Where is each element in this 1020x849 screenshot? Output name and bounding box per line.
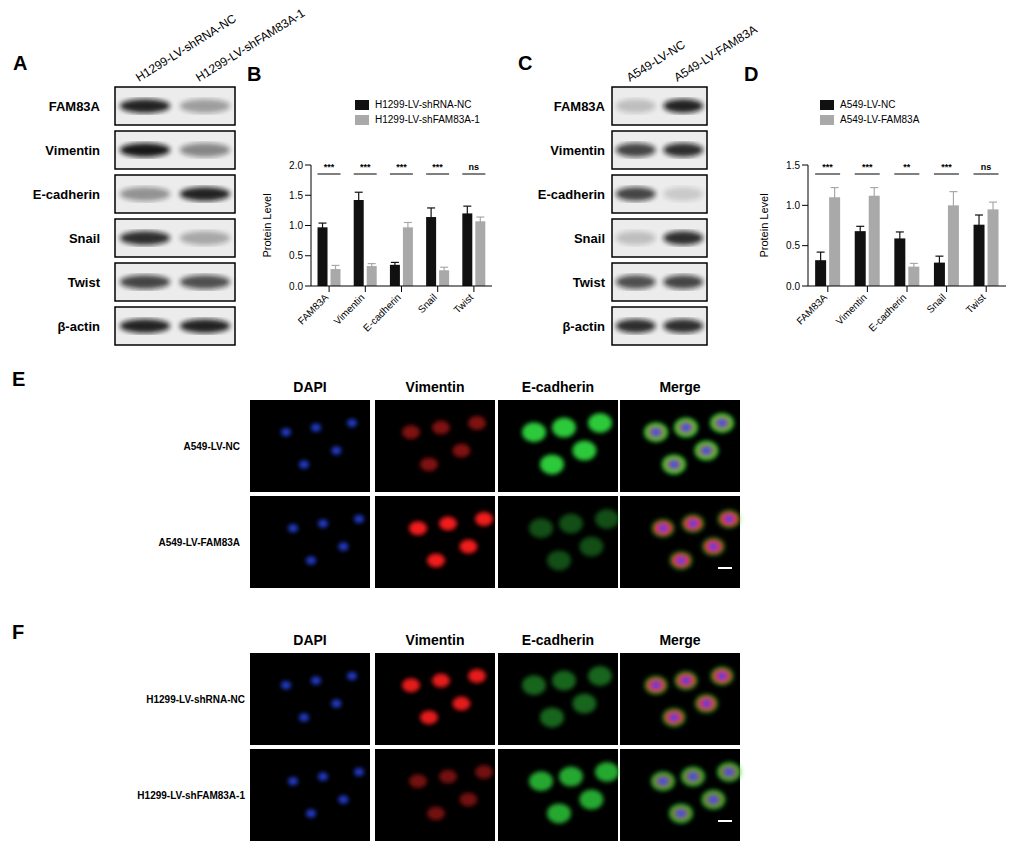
svg-text:ns: ns <box>469 162 480 172</box>
svg-text:FAM83A: FAM83A <box>554 99 606 114</box>
svg-text:Twist: Twist <box>573 275 606 290</box>
svg-text:FAM83A: FAM83A <box>794 291 829 326</box>
svg-text:Vimentin: Vimentin <box>834 292 869 327</box>
svg-text:Vimentin: Vimentin <box>45 143 100 158</box>
svg-text:1.5: 1.5 <box>786 160 800 171</box>
svg-text:A549-LV-NC: A549-LV-NC <box>184 441 241 452</box>
svg-text:DAPI: DAPI <box>293 379 326 395</box>
svg-text:E-cadherin: E-cadherin <box>522 379 594 395</box>
svg-text:**: ** <box>903 162 911 172</box>
svg-text:Merge: Merge <box>659 379 700 395</box>
svg-text:Vimentin: Vimentin <box>406 632 465 648</box>
svg-text:β-actin: β-actin <box>57 319 100 334</box>
svg-text:2.0: 2.0 <box>289 160 303 171</box>
svg-text:0.5: 0.5 <box>786 240 800 251</box>
svg-text:DAPI: DAPI <box>293 632 326 648</box>
svg-text:FAM83A: FAM83A <box>49 99 101 114</box>
svg-text:***: *** <box>324 162 335 172</box>
svg-text:β-actin: β-actin <box>562 319 605 334</box>
svg-text:ns: ns <box>981 162 992 172</box>
svg-text:***: *** <box>822 162 833 172</box>
svg-text:0.0: 0.0 <box>786 281 800 292</box>
svg-text:0.5: 0.5 <box>289 250 303 261</box>
svg-text:Merge: Merge <box>659 632 700 648</box>
svg-text:1.5: 1.5 <box>289 190 303 201</box>
svg-text:E-cadherin: E-cadherin <box>538 187 605 202</box>
svg-text:Protein Level: Protein Level <box>758 193 770 257</box>
svg-text:H1299-LV-shRNA-NC: H1299-LV-shRNA-NC <box>146 694 245 705</box>
svg-text:***: *** <box>941 162 952 172</box>
svg-text:Twist: Twist <box>964 291 988 315</box>
svg-text:FAM83A: FAM83A <box>296 291 331 326</box>
svg-text:***: *** <box>862 162 873 172</box>
svg-text:E-cadherin: E-cadherin <box>522 632 594 648</box>
svg-text:0.0: 0.0 <box>289 281 303 292</box>
svg-text:Twist: Twist <box>68 275 101 290</box>
svg-text:Snail: Snail <box>69 231 100 246</box>
svg-text:H1299-LV-shRNA-NC: H1299-LV-shRNA-NC <box>133 11 239 84</box>
svg-text:***: *** <box>432 162 443 172</box>
svg-text:***: *** <box>360 162 371 172</box>
svg-text:E-cadherin: E-cadherin <box>866 292 908 334</box>
svg-text:Snail: Snail <box>925 292 949 316</box>
svg-text:Vimentin: Vimentin <box>406 379 465 395</box>
svg-text:Snail: Snail <box>574 231 605 246</box>
svg-text:Vimentin: Vimentin <box>332 292 367 327</box>
svg-text:Twist: Twist <box>451 291 475 315</box>
svg-text:1.0: 1.0 <box>786 200 800 211</box>
svg-text:Protein Level: Protein Level <box>261 193 273 257</box>
svg-text:E-cadherin: E-cadherin <box>33 187 100 202</box>
svg-text:Snail: Snail <box>416 292 440 316</box>
svg-text:Vimentin: Vimentin <box>550 143 605 158</box>
svg-text:H1299-LV-shFAM83A-1: H1299-LV-shFAM83A-1 <box>137 790 245 801</box>
svg-text:E-cadherin: E-cadherin <box>361 292 403 334</box>
svg-text:A549-LV-FAM83A: A549-LV-FAM83A <box>158 537 240 548</box>
svg-text:1.0: 1.0 <box>289 220 303 231</box>
svg-text:***: *** <box>396 162 407 172</box>
